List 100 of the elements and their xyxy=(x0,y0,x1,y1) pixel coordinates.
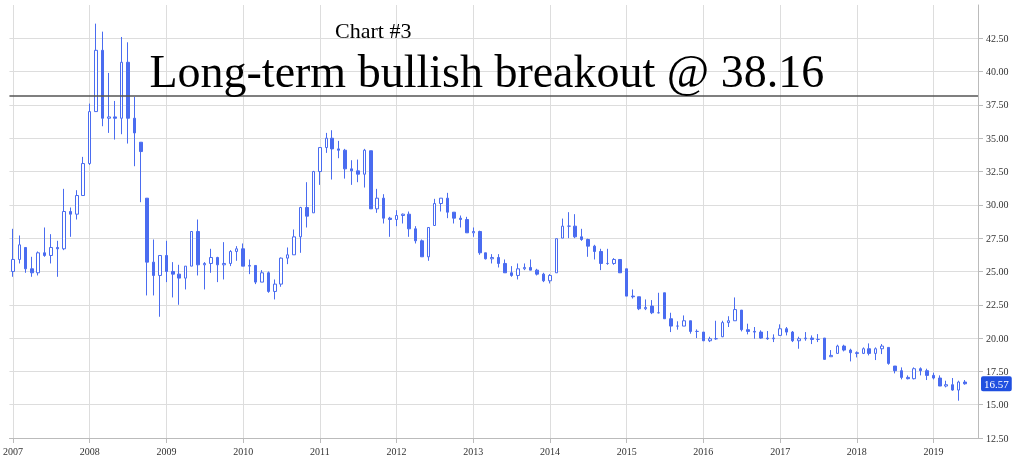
candlestick xyxy=(94,23,98,113)
candlestick xyxy=(727,315,730,328)
candlestick xyxy=(631,288,635,300)
candlestick xyxy=(452,211,456,224)
candlestick xyxy=(177,264,181,306)
candlestick xyxy=(893,365,897,374)
candlestick xyxy=(414,225,417,244)
candlestick xyxy=(548,273,552,284)
candlestick xyxy=(708,336,712,343)
x-tick-label: 2019 xyxy=(923,445,944,457)
y-tick-label: 15.00 xyxy=(986,399,1009,411)
candlestick xyxy=(101,31,104,127)
y-tick-label: 27.50 xyxy=(986,232,1009,244)
x-tick-label: 2015 xyxy=(616,445,637,457)
candlestick xyxy=(919,366,922,376)
candlestick xyxy=(107,72,111,134)
candlestick xyxy=(305,181,309,228)
candlestick xyxy=(573,213,577,239)
candlestick xyxy=(196,219,200,276)
candlestick xyxy=(567,211,571,239)
candlestick xyxy=(286,246,289,265)
candlestick xyxy=(427,227,430,262)
candlestick xyxy=(823,337,826,360)
candlestick xyxy=(791,330,794,343)
x-tick-label: 2018 xyxy=(846,445,867,457)
candlestick xyxy=(957,380,960,402)
y-tick-label: 22.50 xyxy=(986,299,1009,311)
candlestick xyxy=(804,331,807,342)
candlestick xyxy=(465,216,469,234)
candlestick xyxy=(433,198,436,226)
y-tick-label: 20.00 xyxy=(986,332,1009,344)
x-tick-label: 2016 xyxy=(693,445,714,457)
candlestick xyxy=(561,218,564,239)
candlestick xyxy=(733,296,737,322)
candlestick xyxy=(43,227,46,258)
candlestick xyxy=(490,253,494,264)
candlestick xyxy=(644,298,647,311)
candlestick xyxy=(484,252,487,260)
candlestick xyxy=(867,342,871,356)
candlestick xyxy=(260,269,264,283)
candlestick xyxy=(36,250,40,276)
candlestick xyxy=(676,320,679,331)
x-tick-label: 2011 xyxy=(310,445,330,457)
candlestick xyxy=(120,36,123,135)
candlestick xyxy=(944,380,948,388)
candlestick xyxy=(740,309,743,332)
candlestick xyxy=(797,336,801,350)
candlestick xyxy=(343,148,347,180)
candlestick xyxy=(555,238,558,274)
candlestick xyxy=(337,140,340,159)
candlestick xyxy=(273,278,277,300)
candlestick xyxy=(535,268,539,276)
y-tick-label: 32.50 xyxy=(986,166,1009,178)
candlestick xyxy=(938,374,942,387)
candlestick xyxy=(702,331,705,342)
candlestick xyxy=(312,170,315,214)
candlestick xyxy=(165,240,168,283)
candlestick xyxy=(510,265,513,278)
candlestick xyxy=(209,248,213,274)
candlestick xyxy=(318,147,322,186)
candlestick xyxy=(612,257,616,266)
candlestick xyxy=(625,268,628,297)
candlestick xyxy=(714,320,718,341)
candlestick xyxy=(248,258,251,275)
candlestick xyxy=(669,312,673,333)
candlestick xyxy=(203,261,206,290)
candlestick xyxy=(88,103,91,166)
x-tick-label: 2008 xyxy=(79,445,100,457)
candlestick xyxy=(829,349,833,358)
candlestick xyxy=(746,323,750,335)
candlestick xyxy=(267,270,270,294)
x-tick-label: 2009 xyxy=(156,445,177,457)
candlestick xyxy=(849,348,852,362)
candlestick xyxy=(382,193,385,224)
candlestick xyxy=(542,272,545,283)
x-tick-label: 2014 xyxy=(540,445,560,457)
candlestick xyxy=(133,96,136,167)
candlestick xyxy=(152,238,155,296)
candlestick xyxy=(887,346,890,366)
candlestick xyxy=(721,320,724,338)
candlestick xyxy=(139,141,143,203)
candlestick xyxy=(229,249,232,267)
candlestick xyxy=(190,230,193,267)
candlestick xyxy=(586,238,590,258)
candlestick xyxy=(689,320,692,335)
candlestick xyxy=(637,296,641,311)
candlestick xyxy=(446,192,449,219)
candlestick xyxy=(75,189,79,220)
candlestick xyxy=(24,246,27,274)
candlestick xyxy=(657,292,660,314)
candlestick xyxy=(963,379,967,386)
candlestick xyxy=(356,159,360,183)
candlestick xyxy=(216,256,219,283)
candlestick xyxy=(951,377,954,392)
candlestick xyxy=(766,330,769,341)
candlestick xyxy=(459,215,462,228)
candlestick xyxy=(30,256,34,278)
candlestick xyxy=(401,213,405,224)
candlestick xyxy=(862,346,865,355)
candlestick xyxy=(279,256,283,288)
